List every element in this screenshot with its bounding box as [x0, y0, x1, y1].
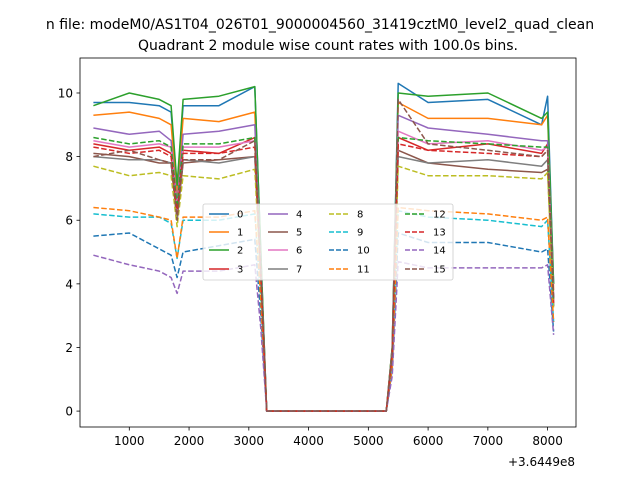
x-tick-label: 5000	[353, 434, 384, 448]
x-tick-label: 6000	[413, 434, 444, 448]
plot-frame	[79, 57, 577, 428]
x-tick-label: 2000	[174, 434, 205, 448]
x-offset-label: +3.6449e8	[508, 455, 575, 469]
legend-label-11: 11	[357, 265, 370, 276]
series-line-14	[93, 254, 555, 412]
figure-suptitle: n file: modeM0/AS1T04_026T01_9000004560_…	[46, 17, 594, 33]
series-lines	[93, 82, 555, 412]
y-tick-label: 4	[65, 277, 73, 291]
legend-label-5: 5	[296, 228, 302, 239]
x-tick-label: 4000	[293, 434, 324, 448]
legend-label-14: 14	[433, 246, 446, 257]
legend-label-9: 9	[357, 228, 363, 239]
y-axis-ticks: 0 2 4 6 8 10	[58, 86, 80, 419]
legend-frame	[202, 203, 454, 281]
plot-area	[79, 57, 577, 428]
legend-label-0: 0	[237, 210, 243, 221]
x-tick-label: 1000	[114, 434, 145, 448]
legend-label-1: 1	[237, 228, 243, 239]
legend-label-8: 8	[357, 210, 363, 221]
y-tick-label: 6	[65, 214, 73, 228]
legend-label-4: 4	[296, 210, 302, 221]
legend-label-7: 7	[296, 265, 302, 276]
legend-label-2: 2	[237, 246, 243, 257]
y-tick-label: 10	[58, 86, 73, 100]
y-tick-label: 2	[65, 341, 73, 355]
legend-label-12: 12	[433, 210, 446, 221]
legend-label-13: 13	[433, 228, 446, 239]
x-axis-ticks: 1000 2000 3000 4000 5000 6000 7000 8000	[114, 427, 563, 448]
legend-label-6: 6	[296, 246, 302, 257]
legend-label-3: 3	[237, 265, 243, 276]
y-tick-label: 8	[65, 150, 73, 164]
legend-label-15: 15	[433, 265, 446, 276]
x-tick-label: 7000	[473, 434, 504, 448]
legend-label-10: 10	[357, 246, 370, 257]
x-tick-label: 3000	[234, 434, 265, 448]
series-line-15	[93, 98, 555, 412]
chart-title: Quadrant 2 module wise count rates with …	[138, 38, 518, 54]
x-tick-label: 8000	[532, 434, 563, 448]
y-tick-label: 0	[65, 405, 73, 419]
